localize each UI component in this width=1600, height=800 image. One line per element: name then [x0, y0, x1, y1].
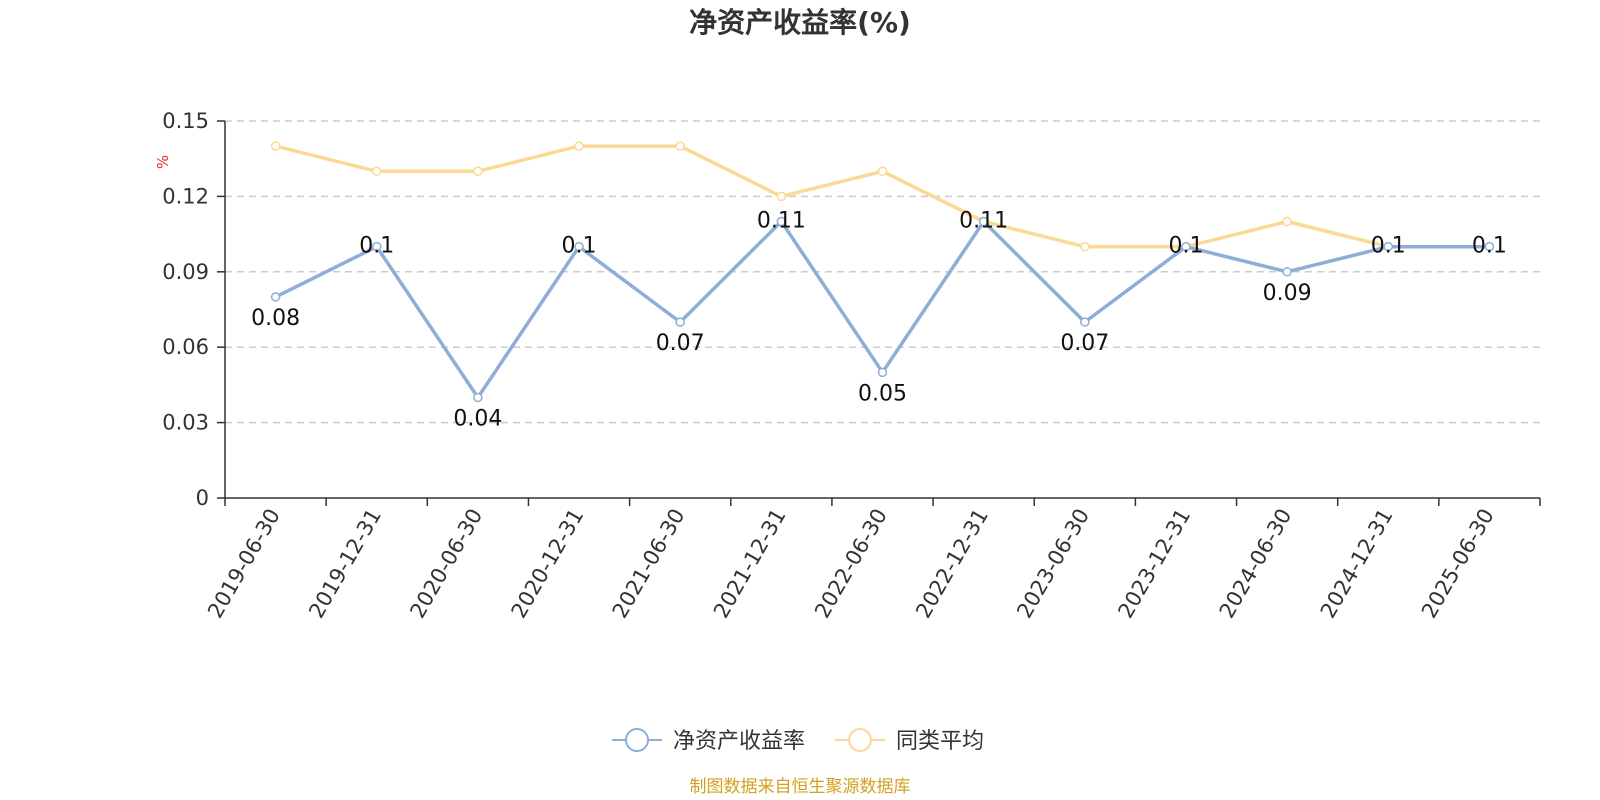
data-label: 0.04 [453, 406, 502, 431]
x-tick-label: 2022-12-31 [911, 504, 993, 622]
data-point [270, 292, 281, 302]
data-point [1181, 241, 1191, 252]
x-tick-label: 2019-12-31 [304, 505, 386, 623]
data-point [877, 166, 888, 177]
x-tick-label: 2023-12-31 [1113, 505, 1195, 623]
data-point [1282, 216, 1292, 227]
y-tick-label: 0.03 [162, 411, 209, 435]
data-label: 0.11 [959, 209, 1008, 234]
data-point [371, 241, 382, 252]
legend-marker [848, 728, 872, 752]
y-tick-label: 0.06 [162, 335, 209, 359]
legend-marker [625, 728, 649, 752]
data-point [776, 191, 787, 202]
data-label: 0.08 [251, 306, 300, 331]
y-axis-label: % [154, 155, 172, 169]
x-tick-label: 2025-06-30 [1417, 505, 1499, 623]
x-tick-label: 2021-12-31 [709, 505, 791, 623]
legend-label: 同类平均 [896, 729, 984, 754]
data-label: 0.11 [757, 209, 806, 234]
data-point [473, 392, 483, 403]
data-label: 0.1 [1472, 234, 1507, 259]
data-label: 0.09 [1263, 281, 1312, 306]
x-tick-label: 2020-12-31 [507, 505, 589, 623]
legend: 净资产收益率 同类平均 [612, 728, 984, 754]
data-point [978, 216, 989, 227]
data-point [574, 141, 584, 151]
data-label: 0.1 [1168, 234, 1203, 259]
chart-title: 净资产收益率(%) [689, 6, 911, 39]
data-point [877, 367, 888, 378]
data-label: 0.07 [656, 331, 705, 356]
x-tick-label: 2021-06-30 [608, 505, 690, 623]
data-point [574, 241, 584, 252]
y-tick-label: 0 [196, 486, 209, 510]
data-point [1383, 241, 1394, 252]
data-labels: 0.08 0.1 0.04 0.1 0.07 0.11 0.05 0.11 0.07 0.1 0.0… [251, 209, 1507, 432]
x-tick-label: 2020-06-30 [405, 505, 487, 623]
y-tick-label: 0.15 [162, 109, 209, 133]
data-label: 0.05 [858, 381, 907, 406]
data-point [1080, 241, 1090, 252]
series-group [270, 141, 1495, 403]
x-tick-label: 2022-06-30 [810, 505, 892, 623]
data-label: 0.1 [562, 234, 597, 259]
data-point [270, 141, 281, 151]
data-point [675, 317, 685, 327]
axes [224, 121, 1540, 499]
x-tick-label: 2024-12-31 [1316, 505, 1398, 623]
x-tick-label: 2023-06-30 [1012, 505, 1094, 623]
source-note: 制图数据来自恒生聚源数据库 [690, 777, 911, 797]
data-point [1080, 317, 1090, 327]
data-point [473, 166, 483, 177]
x-tick-label: 2019-06-30 [203, 505, 285, 623]
y-tick-label: 0.09 [162, 260, 209, 284]
data-point [1282, 267, 1292, 277]
legend-label: 净资产收益率 [673, 729, 805, 754]
data-label: 0.1 [1371, 234, 1406, 259]
data-label: 0.07 [1060, 331, 1109, 356]
x-tick-label: 2024-06-30 [1215, 505, 1297, 623]
data-label: 0.1 [359, 234, 394, 259]
y-axis-ticks: 0 0.03 0.06 0.09 0.12 0.15 [162, 109, 225, 510]
data-point [776, 216, 787, 227]
data-point [1484, 241, 1495, 252]
x-axis-ticks: 2019-06-30 2019-12-31 2020-06-30 2020-12-31… [203, 498, 1541, 623]
grid-lines [225, 120, 1540, 424]
data-point [675, 141, 685, 151]
data-point [371, 166, 382, 177]
y-tick-label: 0.12 [162, 184, 209, 208]
